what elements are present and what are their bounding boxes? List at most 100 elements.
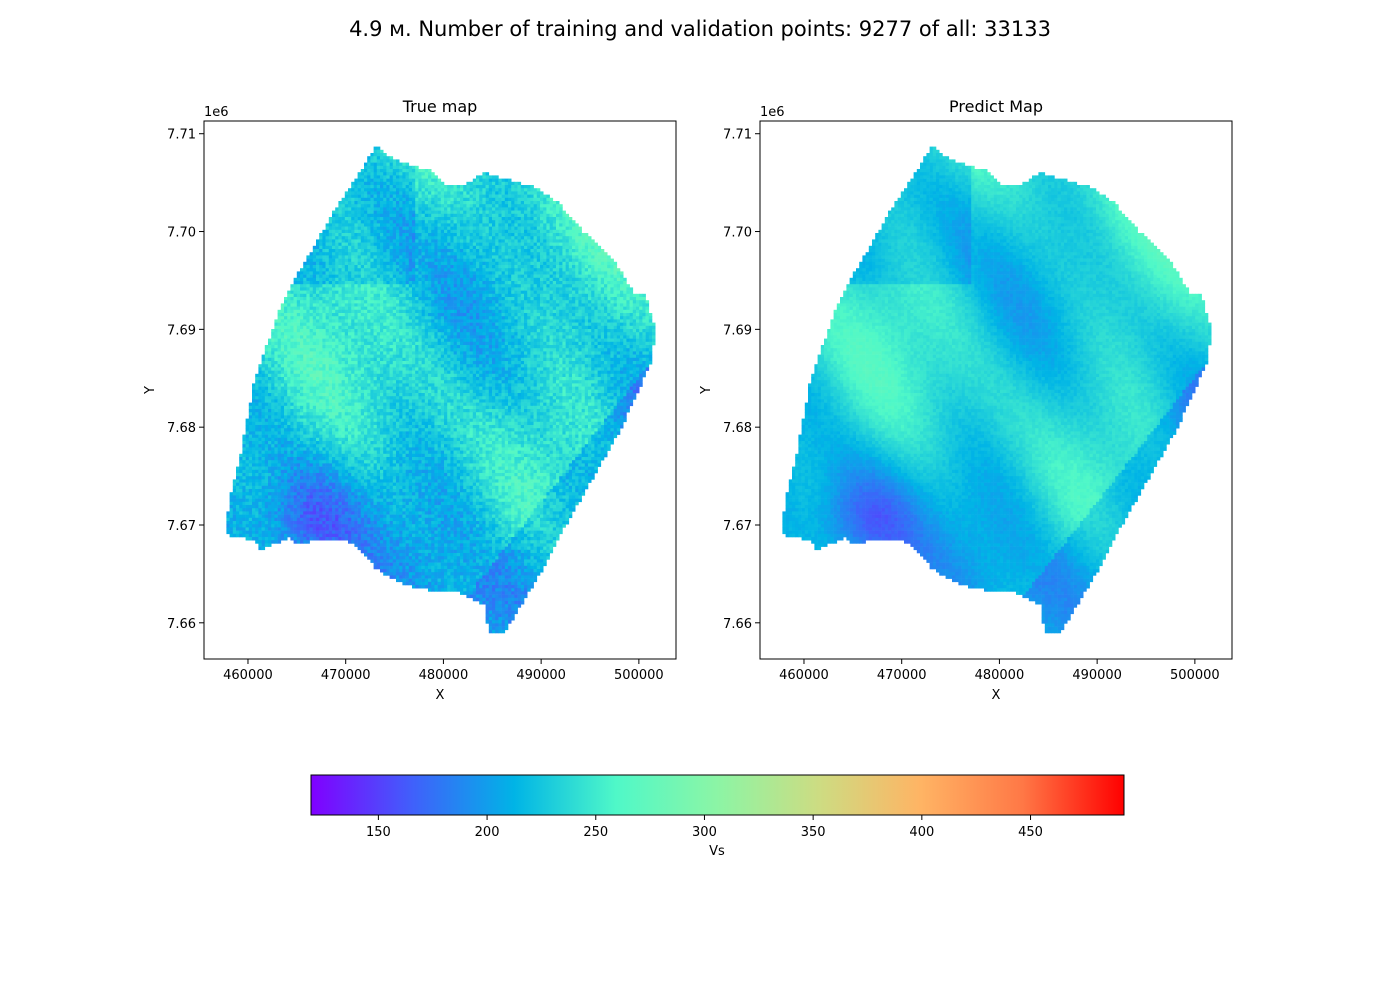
- data-point: [383, 204, 387, 208]
- data-point: [319, 233, 323, 237]
- data-point: [402, 323, 406, 327]
- data-point: [524, 339, 528, 343]
- data-point: [594, 319, 598, 323]
- data-point: [438, 246, 442, 250]
- data-point: [418, 268, 422, 272]
- data-point: [466, 310, 470, 314]
- data-point: [441, 297, 445, 301]
- data-point: [470, 255, 474, 259]
- data-point: [521, 201, 525, 205]
- data-point: [466, 191, 470, 195]
- data-point: [431, 303, 435, 307]
- data-point: [498, 230, 502, 234]
- data-point: [306, 316, 310, 320]
- data-point: [361, 326, 365, 330]
- data-point: [434, 243, 438, 247]
- data-point: [578, 236, 582, 240]
- data-point: [425, 201, 429, 205]
- data-point: [604, 278, 608, 282]
- data-point: [575, 281, 579, 285]
- data-point: [406, 249, 410, 253]
- data-point: [562, 313, 566, 317]
- data-point: [594, 249, 598, 253]
- data-point: [364, 217, 368, 221]
- data-point: [354, 223, 358, 227]
- data-point: [534, 214, 538, 218]
- data-point: [585, 284, 589, 288]
- data-point: [370, 300, 374, 304]
- data-point: [313, 262, 317, 266]
- data-point: [502, 249, 506, 253]
- data-point: [540, 233, 544, 237]
- data-point: [342, 297, 346, 301]
- data-point: [454, 310, 458, 314]
- data-point: [492, 191, 496, 195]
- data-point: [438, 243, 442, 247]
- data-point: [418, 195, 422, 199]
- data-point: [374, 204, 378, 208]
- data-point: [546, 313, 550, 317]
- data-point: [479, 252, 483, 256]
- data-point: [431, 211, 435, 215]
- data-point: [441, 230, 445, 234]
- data-point: [460, 300, 464, 304]
- data-point: [367, 214, 371, 218]
- data-point: [374, 169, 378, 173]
- data-point: [418, 287, 422, 291]
- data-point: [409, 188, 413, 192]
- data-point: [438, 339, 442, 343]
- data-point: [582, 243, 586, 247]
- data-point: [492, 236, 496, 240]
- data-point: [444, 233, 448, 237]
- data-point: [457, 268, 461, 272]
- data-point: [383, 243, 387, 247]
- data-point: [588, 303, 592, 307]
- data-point: [642, 307, 646, 311]
- data-point: [495, 246, 499, 250]
- data-point: [425, 268, 429, 272]
- data-point: [594, 284, 598, 288]
- data-point: [537, 204, 541, 208]
- data-point: [434, 211, 438, 215]
- data-point: [348, 188, 352, 192]
- data-point: [393, 185, 397, 189]
- data-point: [450, 223, 454, 227]
- data-point: [566, 255, 570, 259]
- data-point: [313, 342, 317, 346]
- data-point: [466, 198, 470, 202]
- data-point: [598, 262, 602, 266]
- data-point: [332, 268, 336, 272]
- data-point: [601, 259, 605, 263]
- data-point: [348, 223, 352, 227]
- data-point: [610, 310, 614, 314]
- data-point: [518, 230, 522, 234]
- data-point: [479, 246, 483, 250]
- data-point: [530, 249, 534, 253]
- data-point: [604, 291, 608, 295]
- data-point: [572, 249, 576, 253]
- data-point: [566, 262, 570, 266]
- data-point: [498, 201, 502, 205]
- data-point: [489, 175, 493, 179]
- data-point: [518, 291, 522, 295]
- data-point: [646, 339, 650, 343]
- data-point: [466, 339, 470, 343]
- data-point: [514, 271, 518, 275]
- data-point: [422, 179, 426, 183]
- data-point: [390, 313, 394, 317]
- data-point: [575, 297, 579, 301]
- data-point: [306, 323, 310, 327]
- data-point: [438, 239, 442, 243]
- data-point: [428, 246, 432, 250]
- data-point: [585, 252, 589, 256]
- data-point: [479, 236, 483, 240]
- data-point: [591, 252, 595, 256]
- data-point: [425, 198, 429, 202]
- data-point: [284, 342, 288, 346]
- data-point: [498, 265, 502, 269]
- data-point: [495, 198, 499, 202]
- data-point: [566, 303, 570, 307]
- data-point: [460, 297, 464, 301]
- data-point: [338, 246, 342, 250]
- data-point: [646, 310, 650, 314]
